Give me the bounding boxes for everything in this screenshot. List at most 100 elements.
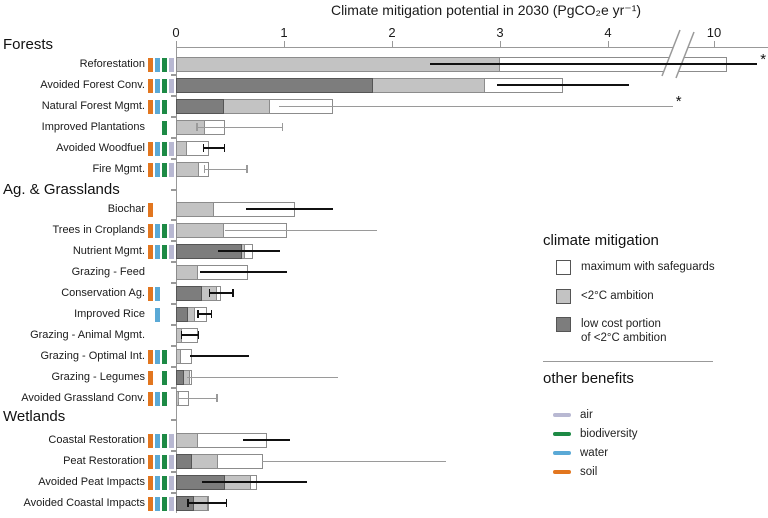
error-bar-improved-plantations	[196, 126, 283, 128]
row-label-nutrient-mgmt: Nutrient Mgmt.	[72, 245, 145, 257]
row-label-coastal-restoration: Coastal Restoration	[48, 434, 145, 446]
y-axis-row-tick	[171, 261, 176, 263]
y-axis-row-tick	[171, 158, 176, 160]
error-bar-avoided-peat-impacts	[201, 481, 307, 483]
legend-item-maximum: maximum with safeguards	[556, 260, 715, 275]
error-cap-lo-fire-mgmt	[203, 165, 206, 173]
error-bar-avoided-woodfuel	[203, 147, 225, 149]
error-cap-lo-improved-rice	[197, 310, 199, 318]
swatch-ambition	[556, 289, 571, 304]
error-cap-lo-improved-plantations	[196, 123, 198, 131]
benefit-tick-soil	[148, 57, 153, 72]
y-axis-row-tick	[171, 282, 176, 284]
error-cap-lo-grazing-animal-mgmt	[180, 331, 183, 339]
legend-label-maximum: maximum with safeguards	[581, 261, 715, 273]
legend-divider	[543, 361, 713, 362]
bar-ambition-fire-mgmt	[176, 162, 199, 177]
error-cap-hi-avoided-coastal-impacts	[225, 499, 228, 507]
benefit-tick-biodiversity	[162, 244, 167, 259]
legend-item-low-cost: low cost portion of <2°C ambition	[556, 317, 666, 345]
y-axis-row-tick	[171, 188, 176, 191]
benefit-tick-soil	[148, 349, 153, 364]
x-tick-2	[391, 41, 393, 47]
y-axis-row-tick	[171, 240, 176, 242]
row-label-avoided-peat-impacts: Avoided Peat Impacts	[38, 476, 145, 488]
error-bar-grazing-legumes	[186, 376, 338, 378]
y-axis-row-tick	[171, 387, 176, 389]
x-tick-10	[713, 41, 715, 47]
benefit-tick-air	[169, 162, 174, 177]
benefit-tick-soil	[148, 454, 153, 469]
beyond-scale-marker-reforestation: *	[760, 51, 767, 68]
error-bar-improved-rice	[197, 313, 212, 315]
swatch-low-cost	[556, 317, 571, 332]
x-tick-label-3: 3	[496, 25, 504, 40]
y-axis-row-tick	[171, 74, 176, 76]
error-bar-nutrient-mgmt	[218, 250, 280, 252]
section-header-wetlands: Wetlands	[3, 408, 66, 425]
row-label-avoided-coastal-impacts: Avoided Coastal Impacts	[23, 497, 145, 509]
benefit-tick-water	[155, 286, 160, 301]
row-label-avoided-woodfuel: Avoided Woodfuel	[56, 142, 145, 154]
bar-ambition-coastal-restoration	[176, 433, 198, 448]
y-axis-row-tick	[171, 324, 176, 326]
benefit-tick-air	[169, 496, 174, 511]
row-label-avoided-forest-conv: Avoided Forest Conv.	[40, 79, 145, 91]
axis-break-icon	[655, 26, 705, 80]
benefit-tick-water	[155, 57, 160, 72]
error-bar-conservation-ag	[209, 292, 234, 294]
row-label-reforestation: Reforestation	[79, 58, 145, 70]
swatch-maximum	[556, 260, 571, 275]
error-bar-biochar	[246, 208, 333, 210]
row-label-natural-forest-mgmt: Natural Forest Mgmt.	[41, 100, 145, 112]
benefit-tick-soil	[148, 162, 153, 177]
soil-dash-icon	[553, 470, 571, 474]
error-bar-coastal-restoration	[242, 439, 291, 441]
y-axis-row-tick	[171, 471, 176, 473]
benefit-tick-biodiversity	[162, 391, 167, 406]
benefit-tick-biodiversity	[162, 223, 167, 238]
x-tick-label-4: 4	[604, 25, 612, 40]
benefit-tick-biodiversity	[162, 370, 167, 385]
bar-lowcost-peat-restoration	[176, 454, 193, 469]
benefit-tick-air	[169, 223, 174, 238]
error-bar-trees-in-croplands	[224, 229, 377, 231]
benefit-tick-water	[155, 496, 160, 511]
row-label-biochar: Biochar	[107, 203, 145, 215]
row-label-peat-restoration: Peat Restoration	[63, 455, 145, 467]
benefit-tick-air	[169, 454, 174, 469]
benefit-tick-soil	[148, 244, 153, 259]
error-bar-avoided-coastal-impacts	[187, 502, 227, 504]
error-cap-hi-fire-mgmt	[246, 165, 248, 173]
x-tick-0	[175, 41, 177, 47]
y-axis-row-tick	[171, 366, 176, 368]
benefit-tick-water	[155, 162, 160, 177]
benefit-tick-soil	[148, 202, 153, 217]
bar-ambition-grazing-optimal-int	[176, 349, 182, 364]
legend-label-air: air	[580, 409, 593, 421]
legend-label-biodiversity: biodiversity	[580, 428, 638, 440]
row-label-grazing-legumes: Grazing - Legumes	[51, 371, 145, 383]
y-axis-row-tick	[171, 345, 176, 347]
legend-label-low-cost: low cost portion of <2°C ambition	[581, 317, 666, 345]
benefit-tick-biodiversity	[162, 454, 167, 469]
benefit-tick-water	[155, 454, 160, 469]
row-label-grazing-animal-mgmt: Grazing - Animal Mgmt.	[30, 329, 145, 341]
legend-label-low-cost-line2: of <2°C ambition	[581, 332, 667, 344]
benefit-tick-water	[155, 349, 160, 364]
error-cap-hi-avoided-grassland-conv	[216, 394, 218, 402]
legend-item-soil: soil	[553, 465, 597, 479]
legend-item-biodiversity: biodiversity	[553, 427, 638, 441]
legend-label-soil: soil	[580, 466, 598, 478]
error-cap-hi-conservation-ag	[232, 289, 234, 297]
benefit-tick-soil	[148, 141, 153, 156]
legend-item-air: air	[553, 408, 593, 422]
benefit-tick-air	[169, 78, 174, 93]
benefit-tick-biodiversity	[162, 433, 167, 448]
benefit-tick-air	[169, 57, 174, 72]
error-bar-fire-mgmt	[204, 168, 248, 170]
benefit-tick-water	[155, 307, 160, 322]
row-label-improved-plantations: Improved Plantations	[41, 121, 145, 133]
legend-title-other-benefits: other benefits	[543, 370, 634, 387]
water-dash-icon	[553, 451, 571, 455]
